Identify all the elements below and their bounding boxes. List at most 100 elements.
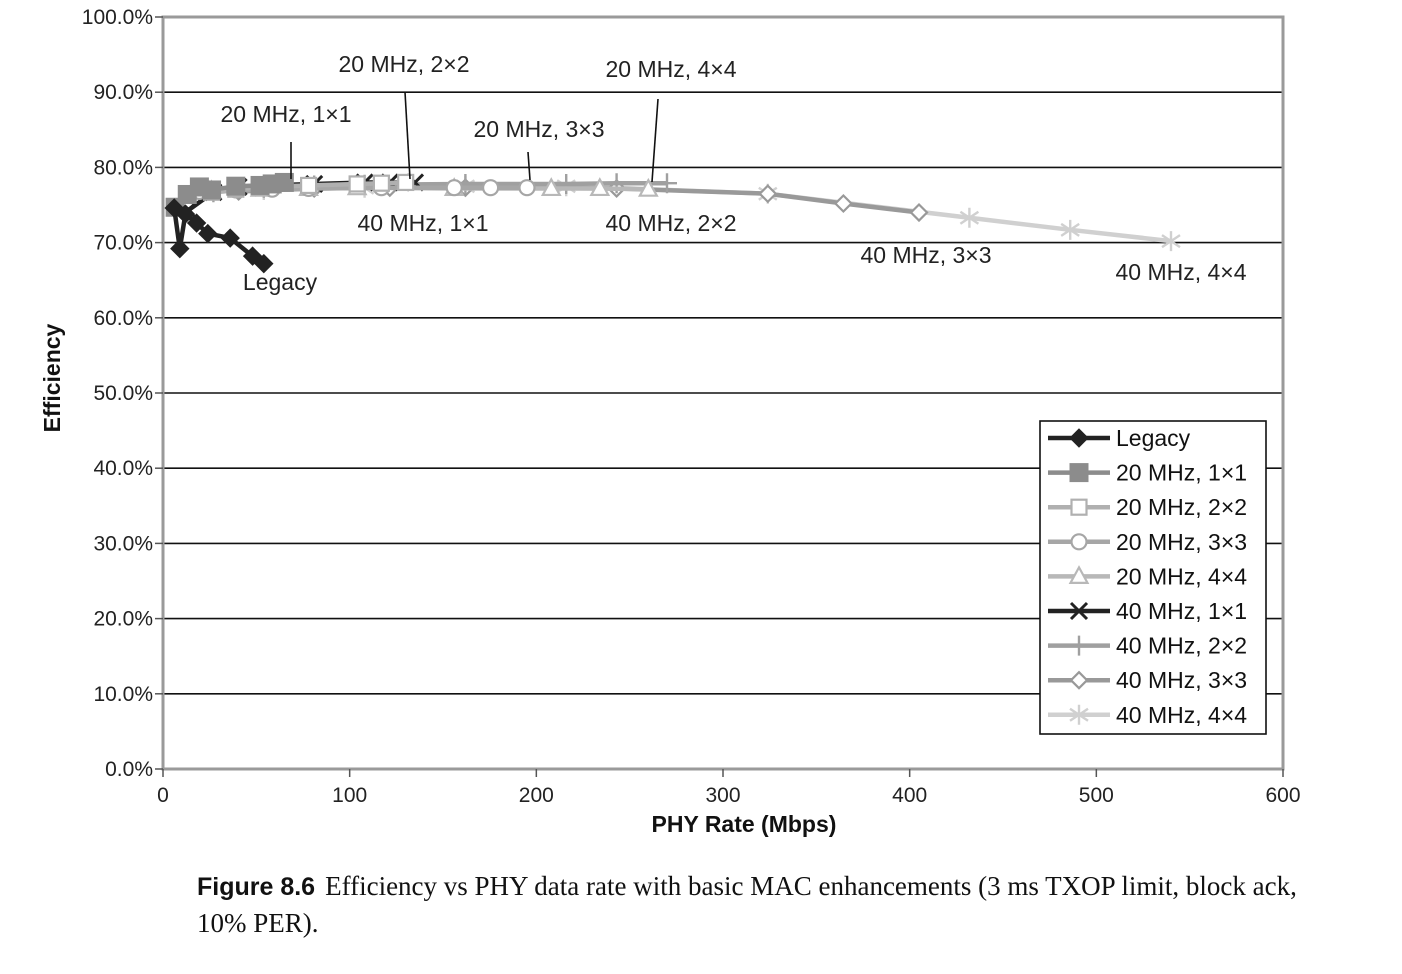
data-point (637, 177, 659, 197)
figure-caption: Figure 8.6 Efficiency vs PHY data rate wi… (197, 868, 1347, 941)
data-point (518, 179, 536, 197)
legend-item-40-mhz-3x3: 40 MHz, 3×3 (1048, 667, 1247, 693)
chart: 0.0% 10.0% 20.0% 30.0% 40.0% 50.0% 60.0% 70.0% 8… (39, 6, 1301, 837)
y-tick-label: 100.0% (82, 6, 153, 29)
data-point (482, 179, 500, 197)
x-tick-label: 300 (705, 784, 740, 807)
annotation-20-mhz-3x3: 20 MHz, 3×3 (473, 116, 605, 181)
annotation-20-mhz-4x4: 20 MHz, 4×4 (605, 56, 737, 183)
x-tick-label: 400 (892, 784, 927, 807)
legend-marker (1069, 670, 1089, 690)
legend-marker (1070, 533, 1088, 551)
annotation-legacy: Legacy (243, 269, 318, 295)
legend-item-20-mhz-4x4: 20 MHz, 4×4 (1048, 563, 1247, 589)
legend-marker (1069, 601, 1089, 621)
y-tick-label: 60.0% (93, 307, 153, 330)
data-point (372, 174, 390, 192)
annotation-label: 20 MHz, 2×2 (338, 51, 469, 77)
legend-marker (1069, 428, 1089, 448)
annotation-20-mhz-2x2: 20 MHz, 2×2 (338, 51, 470, 180)
annotation-label: 20 MHz, 3×3 (473, 116, 604, 142)
data-point (175, 204, 196, 224)
gridlines (163, 91, 1283, 695)
legend-marker (1069, 635, 1089, 656)
data-point (657, 173, 677, 194)
series-legacy (164, 198, 274, 274)
annotation-label: 40 MHz, 2×2 (605, 210, 736, 236)
data-point (300, 176, 318, 195)
x-tick-label: 500 (1079, 784, 1114, 807)
legend-marker (1070, 498, 1088, 516)
data-point (242, 246, 263, 266)
data-point (186, 213, 207, 233)
annotation-label: 20 MHz, 1×1 (220, 101, 351, 127)
caption-text: Efficiency vs PHY data rate with basic M… (197, 871, 1297, 938)
y-tick-label: 40.0% (93, 457, 153, 480)
annotation-40-mhz-3x3: 40 MHz, 3×3 (860, 242, 991, 268)
data-point (202, 180, 222, 200)
leader-line (527, 151, 531, 181)
leader-line (404, 91, 411, 180)
legend-marker (1069, 463, 1089, 483)
legend-item-40-mhz-4x4: 40 MHz, 4×4 (1048, 702, 1247, 728)
legend-marker (1068, 565, 1090, 585)
annotation-40-mhz-1x1: 40 MHz, 1×1 (357, 210, 488, 236)
y-tick-label: 90.0% (93, 81, 153, 104)
data-point (198, 223, 218, 244)
legend-label: 20 MHz, 4×4 (1116, 563, 1247, 589)
legend-item-40-mhz-1x1: 40 MHz, 1×1 (1048, 598, 1247, 624)
annotation-40-mhz-2x2: 40 MHz, 2×2 (605, 210, 736, 236)
legend-label: 20 MHz, 3×3 (1116, 529, 1247, 555)
data-point (589, 177, 611, 197)
annotation-label: 20 MHz, 4×4 (605, 56, 736, 82)
data-point (274, 172, 294, 192)
data-point (833, 193, 853, 214)
y-tick-label: 20.0% (93, 608, 153, 631)
x-tick-label: 0 (157, 784, 169, 807)
data-point (397, 173, 415, 192)
y-axis: 0.0% 10.0% 20.0% 30.0% 40.0% 50.0% 60.0% 70.0% 8… (82, 6, 163, 781)
data-point (540, 177, 562, 197)
figure-label: Figure 8.6 (197, 873, 316, 901)
legend-item-40-mhz-2x2: 40 MHz, 2×2 (1048, 633, 1247, 659)
data-point (1060, 219, 1080, 240)
data-point (220, 228, 240, 248)
legend-item-20-mhz-1x1: 20 MHz, 1×1 (1048, 460, 1247, 486)
series-line (238, 185, 920, 215)
x-tick-label: 200 (519, 784, 554, 807)
legend-item-legacy: Legacy (1048, 425, 1191, 451)
legend-marker (1069, 704, 1089, 725)
y-tick-label: 50.0% (93, 382, 153, 405)
y-tick-label: 30.0% (93, 532, 153, 555)
annotation-label: 40 MHz, 4×4 (1115, 259, 1246, 285)
legend-label: 20 MHz, 2×2 (1116, 494, 1247, 520)
data-point (909, 202, 929, 223)
annotation-layer: 20 MHz, 2×2 20 MHz, 4×4 20 MHz, 1×1 20 MHz,… (220, 51, 1246, 295)
annotation-label: Legacy (243, 269, 318, 295)
data-point (348, 175, 366, 193)
legend-label: 40 MHz, 2×2 (1116, 633, 1247, 659)
x-axis-title: PHY Rate (Mbps) (652, 811, 837, 837)
annotation-label: 40 MHz, 3×3 (860, 242, 991, 268)
x-axis: 0 100 200 300 400 500 600 (157, 769, 1301, 807)
y-tick-label: 70.0% (93, 232, 153, 255)
data-point (959, 207, 980, 228)
x-tick-label: 600 (1265, 784, 1300, 807)
x-tick-label: 100 (332, 784, 367, 807)
data-point (758, 184, 778, 204)
legend-label: 20 MHz, 1×1 (1116, 460, 1247, 486)
data-point (226, 176, 246, 196)
data-point (254, 253, 274, 274)
legend-label: 40 MHz, 4×4 (1116, 702, 1247, 728)
legend-item-20-mhz-2x2: 20 MHz, 2×2 (1048, 494, 1247, 520)
annotation-40-mhz-4x4: 40 MHz, 4×4 (1115, 259, 1246, 285)
legend-label: Legacy (1116, 425, 1191, 451)
data-point (170, 238, 190, 259)
legend-label: 40 MHz, 1×1 (1116, 598, 1247, 624)
data-point (445, 179, 463, 197)
y-tick-label: 0.0% (105, 758, 153, 781)
legend: Legacy 20 MHz, 1×1 20 MHz, 2×2 20 MHz, 3×3 2… (1039, 420, 1267, 735)
legend-item-20-mhz-3x3: 20 MHz, 3×3 (1048, 529, 1247, 555)
y-tick-label: 10.0% (93, 683, 153, 706)
series-layer (164, 172, 1181, 274)
